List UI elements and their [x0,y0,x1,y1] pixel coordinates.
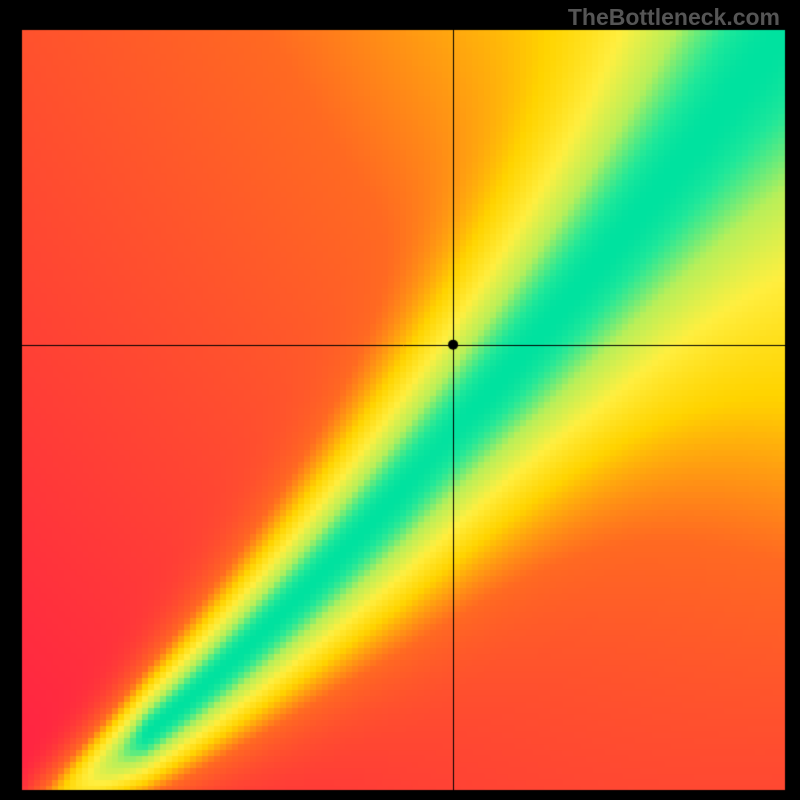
watermark-text: TheBottleneck.com [568,4,780,31]
heatmap-canvas [0,0,800,800]
chart-container: { "watermark": { "text": "TheBottleneck.… [0,0,800,800]
